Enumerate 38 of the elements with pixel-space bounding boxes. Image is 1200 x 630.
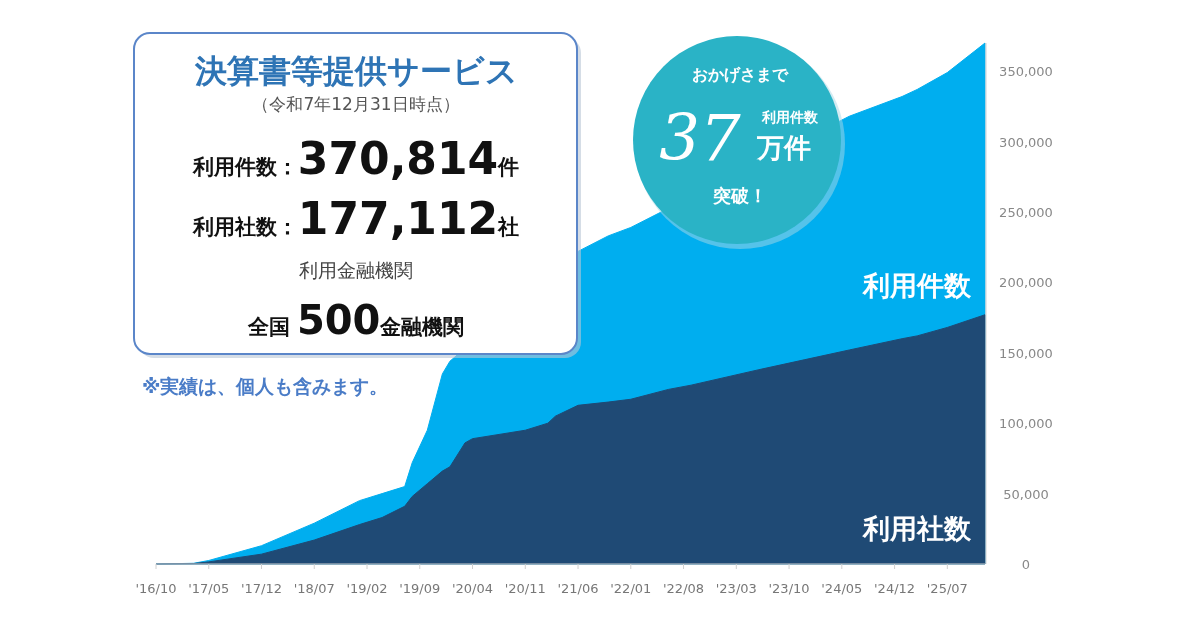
x-tick-label: '23/03 [715,581,757,596]
annotation: 利用件数：370,814件 [191,133,520,184]
x-tick-label: '25/07 [926,581,968,596]
x-tick-label: '19/09 [399,581,441,596]
annotation: ※実績は、個人も含みます。 [142,375,389,397]
x-tick-label: '24/05 [821,581,863,596]
y-tick-label: 0 [1021,557,1031,572]
x-tick-label: '22/08 [663,581,705,596]
y-tick-label: 50,000 [1003,486,1049,502]
x-tick-label: '18/07 [293,581,335,596]
x-tick-label: '20/11 [504,581,546,596]
y-tick-label: 250,000 [999,204,1053,220]
annotation: 万件 [756,132,811,163]
annotation: 37 [659,101,741,175]
annotation: 利用金融機関 [299,259,413,281]
y-tick-label: 200,000 [999,275,1053,291]
text: （令和7年12月31日時点） [252,94,460,114]
annotation: 突破！ [712,185,767,206]
x-tick-label: '16/10 [135,581,177,596]
annotation: 利用件数 [761,109,819,125]
x-tick-label: '24/12 [874,581,916,596]
x-tick-label: '22/01 [610,581,652,596]
chart-title: 決算書等提供サービス [193,52,518,90]
annotation: 全国 500金融機関 [246,297,465,343]
y-tick-label: 150,000 [999,345,1053,361]
series-label: 利用件数 [862,270,972,301]
y-tick-label: 300,000 [999,134,1053,150]
annotation: おかげさまで [692,65,789,84]
y-tick-label: 100,000 [999,416,1053,432]
x-tick-label: '17/12 [240,581,283,596]
x-tick-label: '19/02 [346,581,388,596]
x-tick-label: '17/05 [188,581,230,596]
annotation: 利用社数：177,112社 [191,193,520,244]
series-label: 利用社数 [862,513,972,544]
x-tick-label: '23/10 [768,581,810,596]
x-tick-label: '20/04 [452,581,494,596]
x-tick-label: '21/06 [557,581,599,596]
y-tick-label: 350,000 [999,64,1053,80]
